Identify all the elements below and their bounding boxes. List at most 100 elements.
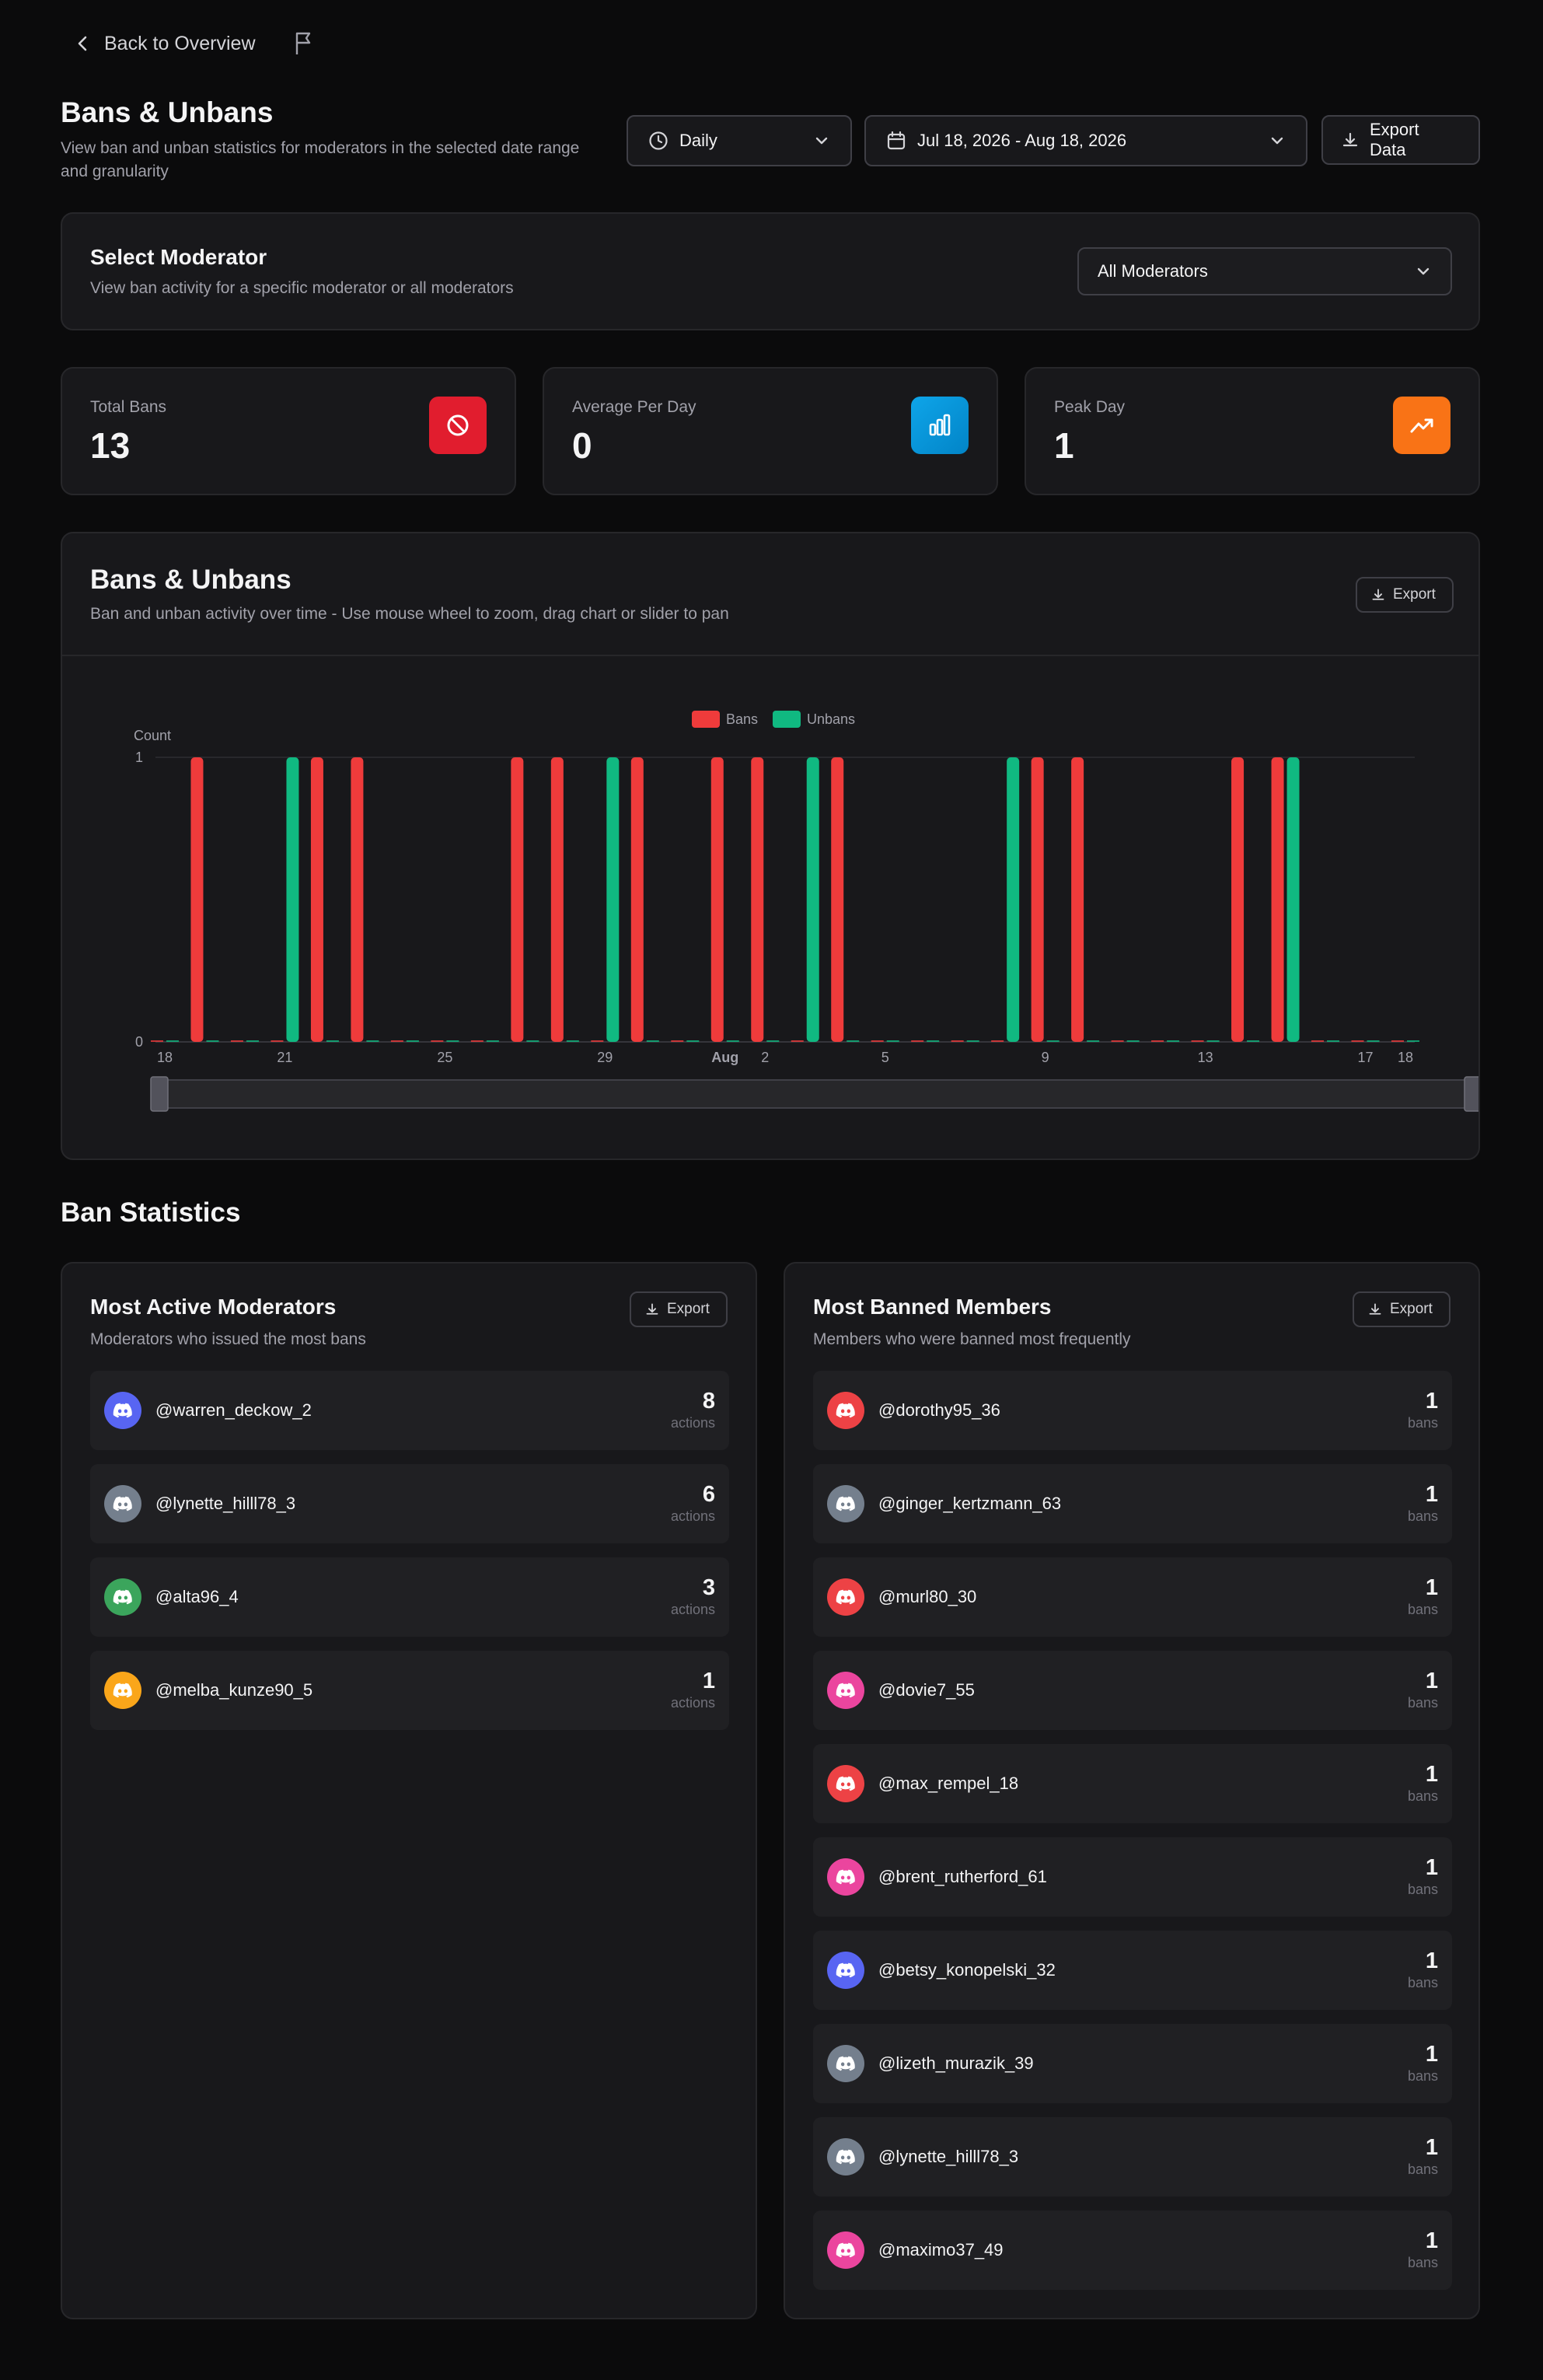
page-subtitle: View ban and unban statistics for modera…	[61, 139, 580, 180]
list-item[interactable]: @lynette_hilll78_3 6 actions	[90, 1464, 729, 1543]
avatar	[827, 1858, 864, 1896]
moderator-filter-card: Select Moderator View ban activity for a…	[61, 212, 1480, 330]
count-unit: actions	[670, 1602, 715, 1617]
chart-bar-zero	[726, 1040, 739, 1042]
clock-icon	[648, 131, 669, 151]
chart-bar-zero	[1191, 1040, 1204, 1042]
list-item[interactable]: @warren_deckow_2 8 actions	[90, 1371, 729, 1450]
chart-bar-zero	[871, 1040, 884, 1042]
date-range-picker[interactable]: Jul 18, 2026 - Aug 18, 2026	[864, 115, 1307, 166]
chart-bar-zero	[766, 1040, 780, 1042]
stat-value: 13	[90, 425, 131, 466]
ban-icon	[429, 397, 487, 454]
zoom-slider-right-handle[interactable]	[1464, 1076, 1478, 1112]
list-item[interactable]: @lynette_hilll78_3 1 bans	[813, 2117, 1452, 2197]
legend-swatch	[773, 711, 801, 728]
y-tick-label: 1	[135, 750, 143, 765]
most-active-moderators-card: Most Active Moderators Moderators who is…	[61, 1262, 757, 2319]
granularity-value: Daily	[679, 131, 717, 150]
discord-icon	[113, 1683, 132, 1698]
export-data-button[interactable]: Export Data	[1321, 115, 1480, 165]
discord-icon	[836, 1962, 855, 1978]
list-item[interactable]: @ginger_kertzmann_63 1 bans	[813, 1464, 1452, 1543]
list-item[interactable]: @murl80_30 1 bans	[813, 1557, 1452, 1637]
chevron-left-icon	[75, 34, 90, 53]
legend-label: Unbans	[807, 711, 855, 727]
username: @dovie7_55	[878, 1680, 975, 1700]
granularity-select[interactable]: Daily	[627, 115, 852, 166]
count-value: 1	[1425, 1948, 1438, 1973]
username: @maximo37_49	[878, 2240, 1004, 2259]
legend-label: Bans	[726, 711, 758, 727]
count-unit: actions	[670, 1415, 715, 1431]
discord-icon	[836, 1869, 855, 1885]
avatar	[827, 2231, 864, 2269]
list-item[interactable]: @dovie7_55 1 bans	[813, 1651, 1452, 1730]
stat-card-total-bans: Total Bans 13	[61, 367, 516, 495]
username: @murl80_30	[878, 1587, 977, 1606]
list-item[interactable]: @alta96_4 3 actions	[90, 1557, 729, 1637]
moderator-select[interactable]: All Moderators	[1077, 247, 1452, 295]
count-unit: bans	[1407, 1415, 1438, 1431]
chart-bar-zero	[366, 1040, 379, 1042]
download-icon	[1371, 588, 1385, 602]
trending-up-icon	[1393, 397, 1450, 454]
avatar	[827, 2045, 864, 2082]
count-unit: bans	[1407, 1975, 1438, 1990]
zoom-slider-left-handle[interactable]	[150, 1076, 169, 1112]
list-item[interactable]: @betsy_konopelski_32 1 bans	[813, 1931, 1452, 2010]
chart-bar-zero	[927, 1040, 940, 1042]
chart-bar	[1231, 757, 1245, 1042]
chart-bar	[1271, 757, 1284, 1042]
stat-label: Average Per Day	[572, 398, 696, 416]
zoom-slider-track[interactable]	[156, 1079, 1478, 1109]
moderator-select-value: All Moderators	[1098, 261, 1208, 281]
flag-icon[interactable]	[294, 31, 314, 56]
list-item[interactable]: @max_rempel_18 1 bans	[813, 1744, 1452, 1823]
avatar	[827, 1578, 864, 1616]
list-item[interactable]: @dorothy95_36 1 bans	[813, 1371, 1452, 1450]
moderators-export-label: Export	[667, 1301, 710, 1317]
list-item[interactable]: @brent_rutherford_61 1 bans	[813, 1837, 1452, 1917]
chart-bar	[511, 757, 524, 1042]
chart-bar	[286, 757, 299, 1042]
back-to-overview-link[interactable]: Back to Overview	[75, 28, 256, 59]
moderators-export-button[interactable]: Export	[630, 1291, 728, 1327]
chart-bar-zero	[230, 1040, 243, 1042]
chart-bar	[310, 757, 323, 1042]
members-card-subtitle: Members who were banned most frequently	[813, 1330, 1131, 1348]
chart-bar-zero	[486, 1040, 499, 1042]
count-unit: actions	[670, 1508, 715, 1524]
list-item[interactable]: @maximo37_49 1 bans	[813, 2210, 1452, 2290]
x-tick-label: 18	[1398, 1050, 1413, 1065]
chart-bar	[351, 757, 364, 1042]
back-label: Back to Overview	[104, 32, 256, 54]
avatar	[104, 1672, 141, 1709]
chart-bar-zero	[166, 1040, 179, 1042]
chevron-down-icon	[813, 132, 830, 149]
username: @melba_kunze90_5	[155, 1680, 313, 1700]
avatar	[827, 1392, 864, 1429]
list-item[interactable]: @lizeth_murazik_39 1 bans	[813, 2024, 1452, 2103]
chart-export-button[interactable]: Export	[1356, 577, 1454, 613]
list-item[interactable]: @melba_kunze90_5 1 actions	[90, 1651, 729, 1730]
chart-bar-zero	[911, 1040, 924, 1042]
count-unit: bans	[1407, 1788, 1438, 1804]
moderator-filter-subtitle: View ban activity for a specific moderat…	[90, 279, 514, 297]
discord-icon	[113, 1403, 132, 1418]
count-value: 1	[1425, 1575, 1438, 1600]
avatar	[827, 1672, 864, 1709]
username: @warren_deckow_2	[155, 1400, 312, 1420]
username: @alta96_4	[155, 1587, 239, 1606]
chart-bar-zero	[1151, 1040, 1164, 1042]
members-export-button[interactable]: Export	[1353, 1291, 1450, 1327]
chart-bar-zero	[966, 1040, 979, 1042]
chart-bar-zero	[326, 1040, 339, 1042]
calendar-icon	[886, 131, 906, 151]
discord-icon	[836, 1496, 855, 1512]
chart-bar	[1031, 757, 1044, 1042]
stat-card-peak-day: Peak Day 1	[1025, 367, 1480, 495]
page-title: Bans & Unbans	[61, 96, 274, 128]
chart-bar-zero	[1046, 1040, 1060, 1042]
